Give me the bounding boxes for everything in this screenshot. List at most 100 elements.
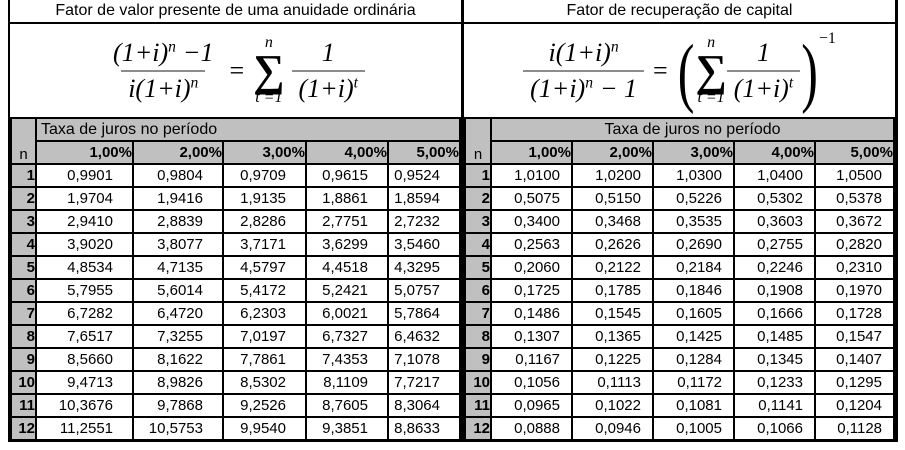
factor-value-cell: 0,1425 xyxy=(652,324,735,349)
rate-column-header: 3,00% xyxy=(652,140,735,165)
factor-value-cell: 0,1128 xyxy=(814,416,895,442)
factor-value-cell: 0,1605 xyxy=(652,301,735,326)
interest-rate-group-header: Taxa de juros no período xyxy=(490,117,895,142)
period-n-cell: 12 xyxy=(10,416,37,442)
table-row: 9 8,5660 8,1622 7,7861 7,4353 7,1078 xyxy=(10,347,461,372)
factor-value-cell: 0,3535 xyxy=(652,209,735,234)
rhs-denominator: (1+i)t xyxy=(726,69,801,106)
period-n-cell: 7 xyxy=(10,301,37,326)
rhs-numerator: 1 xyxy=(321,37,335,67)
panel-capital-recovery-factor: Fator de recuperação de capital i(1+i)n … xyxy=(464,0,898,442)
factor-value-cell: 0,5075 xyxy=(490,186,573,211)
rate-column-header: 5,00% xyxy=(387,140,461,165)
factor-value-cell: 0,1066 xyxy=(733,416,816,442)
lhs-denominator: i(1+i)n xyxy=(121,69,206,106)
factor-value-cell: 1,8861 xyxy=(305,186,389,211)
lhs-fraction: (1+i)n −1 i(1+i)n xyxy=(106,36,220,106)
summation-symbol: n ∑ t =1 xyxy=(695,33,727,107)
period-n-cell: 10 xyxy=(464,370,492,395)
factor-value-cell: 5,7955 xyxy=(35,278,134,303)
factor-value-cell: 4,5797 xyxy=(222,255,307,280)
period-n-cell: 11 xyxy=(10,393,37,418)
table-row: 6 5,7955 5,6014 5,4172 5,2421 5,0757 xyxy=(10,278,461,303)
open-paren: ( xyxy=(677,27,695,114)
period-n-cell: 8 xyxy=(464,324,492,349)
rhs-numerator: 1 xyxy=(756,37,770,67)
factor-value-cell: 6,7327 xyxy=(305,324,389,349)
factor-value-cell: 9,4713 xyxy=(35,370,134,395)
period-n-cell: 1 xyxy=(464,163,492,188)
table-row: 6 0,1725 0,1785 0,1846 0,1908 0,1970 xyxy=(464,278,895,303)
factor-value-cell: 8,1109 xyxy=(305,370,389,395)
factor-value-cell: 5,4172 xyxy=(222,278,307,303)
factor-value-cell: 0,1022 xyxy=(571,393,654,418)
period-n-cell: 6 xyxy=(10,278,37,303)
rate-column-header: 5,00% xyxy=(814,140,895,165)
factor-value-cell: 0,1204 xyxy=(814,393,895,418)
factor-value-cell: 5,7864 xyxy=(387,301,461,326)
period-n-cell: 5 xyxy=(464,255,492,280)
rate-column-header: 4,00% xyxy=(305,140,389,165)
factor-value-cell: 0,1725 xyxy=(490,278,573,303)
factor-value-cell: 7,7861 xyxy=(222,347,307,372)
factor-value-cell: 0,2563 xyxy=(490,232,573,257)
table-row: 1 1,0100 1,0200 1,0300 1,0400 1,0500 xyxy=(464,163,895,188)
factor-value-cell: 1,0300 xyxy=(652,163,735,188)
factor-value-cell: 8,1622 xyxy=(132,347,224,372)
period-n-cell: 5 xyxy=(10,255,37,280)
factor-value-cell: 0,1485 xyxy=(733,324,816,349)
factor-value-cell: 8,7605 xyxy=(305,393,389,418)
factor-value-cell: 4,3295 xyxy=(387,255,461,280)
capital-recovery-formula: i(1+i)n (1+i)n − 1 = ( n ∑ t =1 1 (1+i)t xyxy=(523,27,836,114)
factor-value-cell: 6,4632 xyxy=(387,324,461,349)
rhs-denominator: (1+i)t xyxy=(291,69,365,106)
factor-value-cell: 0,1970 xyxy=(814,278,895,303)
table-row: 9 0,1167 0,1225 0,1284 0,1345 0,1407 xyxy=(464,347,895,372)
factor-value-cell: 0,9901 xyxy=(35,163,134,188)
rate-column-header: 2,00% xyxy=(571,140,654,165)
period-n-cell: 9 xyxy=(464,347,492,372)
factor-value-cell: 9,2526 xyxy=(222,393,307,418)
factor-value-cell: 0,1307 xyxy=(490,324,573,349)
n-column-header: n xyxy=(464,117,492,165)
factor-value-cell: 3,6299 xyxy=(305,232,389,257)
period-n-cell: 8 xyxy=(10,324,37,349)
factor-value-cell: 6,0021 xyxy=(305,301,389,326)
factor-value-cell: 5,6014 xyxy=(132,278,224,303)
factor-value-cell: 0,1407 xyxy=(814,347,895,372)
factor-value-cell: 0,1225 xyxy=(571,347,654,372)
factor-value-cell: 4,8534 xyxy=(35,255,134,280)
factor-value-cell: 1,0500 xyxy=(814,163,895,188)
factor-value-cell: 7,1078 xyxy=(387,347,461,372)
factor-value-cell: 0,1666 xyxy=(733,301,816,326)
table-row: 3 2,9410 2,8839 2,8286 2,7751 2,7232 xyxy=(10,209,461,234)
table-row: 7 6,7282 6,4720 6,2303 6,0021 5,7864 xyxy=(10,301,461,326)
table-row: 3 0,3400 0,3468 0,3535 0,3603 0,3672 xyxy=(464,209,895,234)
factor-value-cell: 7,4353 xyxy=(305,347,389,372)
table-row: 10 0,1056 0,1113 0,1172 0,1233 0,1295 xyxy=(464,370,895,395)
factor-value-cell: 9,3851 xyxy=(305,416,389,442)
factor-value-cell: 0,1172 xyxy=(652,370,735,395)
table-row: 8 0,1307 0,1365 0,1425 0,1485 0,1547 xyxy=(464,324,895,349)
panel-present-value-factor: Fator de valor presente de uma anuidade … xyxy=(8,0,461,442)
factor-value-cell: 0,1233 xyxy=(733,370,816,395)
formula-box-capital-recovery: i(1+i)n (1+i)n − 1 = ( n ∑ t =1 1 (1+i)t xyxy=(464,24,895,117)
table-row: 5 4,8534 4,7135 4,5797 4,4518 4,3295 xyxy=(10,255,461,280)
factor-value-cell: 0,1284 xyxy=(652,347,735,372)
factor-value-cell: 2,7751 xyxy=(305,209,389,234)
factor-value-cell: 0,5226 xyxy=(652,186,735,211)
factor-value-cell: 3,7171 xyxy=(222,232,307,257)
factor-value-cell: 0,3400 xyxy=(490,209,573,234)
factor-value-cell: 8,3064 xyxy=(387,393,461,418)
panel-title-present-value: Fator de valor presente de uma anuidade … xyxy=(10,0,461,24)
period-n-cell: 2 xyxy=(10,186,37,211)
rate-column-header: 2,00% xyxy=(132,140,224,165)
factor-value-cell: 0,5302 xyxy=(733,186,816,211)
period-n-cell: 12 xyxy=(464,416,492,442)
factor-value-cell: 1,9704 xyxy=(35,186,134,211)
factor-value-cell: 0,1167 xyxy=(490,347,573,372)
factor-value-cell: 0,3468 xyxy=(571,209,654,234)
factor-value-cell: 2,8286 xyxy=(222,209,307,234)
factor-value-cell: 5,0757 xyxy=(387,278,461,303)
factor-value-cell: 9,7868 xyxy=(132,393,224,418)
